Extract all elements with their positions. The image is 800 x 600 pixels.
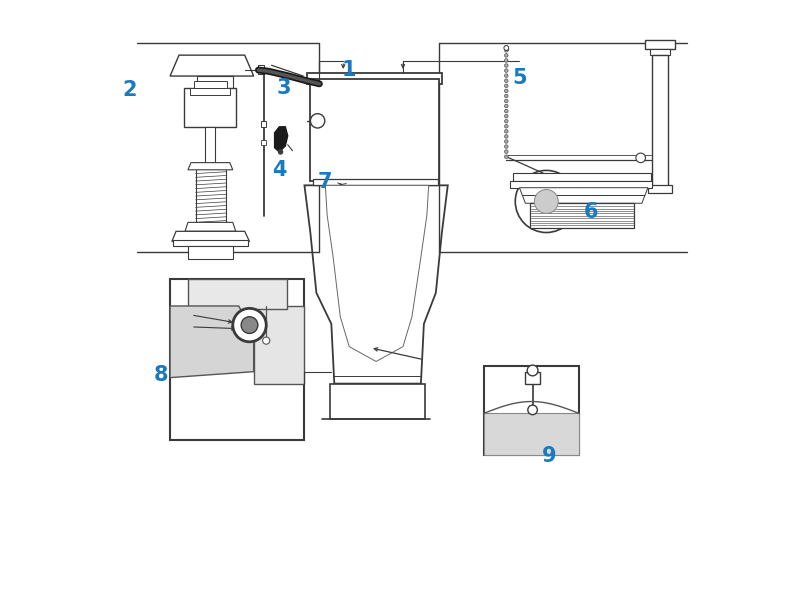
Bar: [526, 371, 540, 383]
Bar: [170, 279, 305, 440]
Polygon shape: [522, 196, 645, 203]
Circle shape: [534, 190, 558, 214]
Circle shape: [505, 89, 508, 92]
Circle shape: [505, 94, 508, 98]
Polygon shape: [514, 173, 651, 181]
Polygon shape: [274, 127, 288, 152]
Polygon shape: [185, 223, 236, 232]
Polygon shape: [305, 185, 448, 383]
Bar: [648, 185, 672, 193]
Circle shape: [505, 109, 508, 113]
Text: 8: 8: [154, 365, 168, 385]
Bar: [310, 79, 439, 181]
Polygon shape: [510, 181, 652, 188]
Circle shape: [310, 113, 325, 128]
Circle shape: [527, 365, 538, 376]
Circle shape: [505, 134, 508, 138]
Circle shape: [505, 125, 508, 128]
Circle shape: [636, 153, 646, 163]
Circle shape: [505, 119, 508, 123]
Bar: [197, 76, 233, 88]
Polygon shape: [238, 306, 305, 383]
Circle shape: [505, 79, 508, 83]
Circle shape: [262, 337, 270, 344]
Text: 9: 9: [542, 446, 557, 466]
Text: 4: 4: [272, 160, 286, 180]
Polygon shape: [484, 413, 579, 455]
Bar: [184, 88, 236, 127]
Bar: [194, 81, 227, 88]
Circle shape: [505, 74, 508, 77]
Text: 6: 6: [584, 202, 598, 221]
Circle shape: [515, 170, 578, 233]
Polygon shape: [188, 163, 233, 170]
Text: 1: 1: [342, 60, 357, 80]
Circle shape: [505, 104, 508, 108]
Bar: [188, 246, 233, 259]
Circle shape: [505, 69, 508, 73]
Bar: [262, 140, 266, 145]
Circle shape: [505, 64, 508, 67]
Text: 7: 7: [318, 172, 333, 192]
Circle shape: [233, 308, 266, 342]
Bar: [190, 88, 230, 95]
Polygon shape: [645, 40, 674, 49]
Circle shape: [505, 150, 508, 154]
Polygon shape: [519, 188, 648, 196]
Circle shape: [505, 59, 508, 62]
Polygon shape: [326, 185, 429, 362]
Circle shape: [505, 140, 508, 143]
Bar: [314, 179, 438, 185]
Polygon shape: [307, 73, 442, 84]
Bar: [258, 65, 265, 74]
Circle shape: [278, 149, 283, 154]
Bar: [530, 203, 634, 229]
Bar: [330, 383, 425, 419]
Circle shape: [505, 53, 508, 57]
Bar: [484, 365, 579, 455]
Circle shape: [505, 145, 508, 148]
Text: 3: 3: [276, 78, 290, 98]
Circle shape: [505, 84, 508, 88]
Bar: [188, 279, 286, 309]
Polygon shape: [170, 55, 254, 76]
Circle shape: [528, 405, 538, 415]
Circle shape: [505, 130, 508, 133]
Bar: [652, 55, 667, 187]
Bar: [173, 240, 248, 246]
Polygon shape: [650, 49, 670, 55]
Bar: [262, 121, 266, 127]
Text: 2: 2: [123, 80, 138, 100]
Polygon shape: [170, 306, 254, 377]
Circle shape: [505, 99, 508, 103]
Circle shape: [505, 115, 508, 118]
Circle shape: [505, 155, 508, 158]
Polygon shape: [172, 232, 250, 241]
Text: 5: 5: [512, 68, 526, 88]
Bar: [205, 127, 215, 163]
Circle shape: [505, 49, 508, 52]
Circle shape: [241, 317, 258, 334]
Circle shape: [504, 46, 509, 50]
